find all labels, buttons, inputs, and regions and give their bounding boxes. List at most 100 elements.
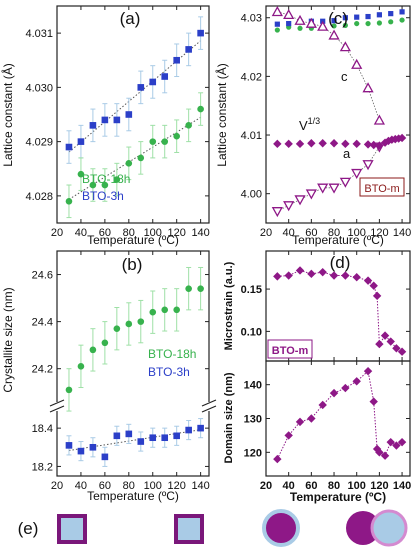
panel-a-bto-3h-fit-line — [68, 40, 201, 153]
panel-d-domain-point — [380, 451, 390, 460]
panel-d-domain-point — [352, 377, 361, 386]
panel-c-c-point — [317, 20, 329, 31]
panel-d-microstrain-point — [386, 337, 395, 346]
panel-c-bto3h-point — [376, 12, 382, 18]
panel-d-top-ytick-label: 0.15 — [241, 284, 262, 296]
xlabel-d: Temperature (ºC) — [290, 490, 386, 504]
panel-c-bto18h-point — [342, 22, 348, 28]
panel-b-bto3h-point — [149, 434, 157, 442]
panel-a-bto-3h-point — [185, 46, 192, 53]
panel-b-bto3h-point — [137, 438, 145, 445]
panel-c-bto18h-point — [365, 20, 371, 27]
panel-b-xtick-label: 140 — [191, 480, 209, 492]
panel-c-xtick-label: 120 — [370, 227, 388, 239]
panel-c-bto18h-point — [376, 20, 382, 26]
panel-c-guide-a — [277, 146, 380, 212]
panel-a-ytick-label: 4.029 — [25, 137, 53, 149]
panel-d-domain-point — [386, 437, 395, 447]
panel-label-e: (e) — [18, 519, 39, 538]
panel-d-bottom-xtick-label: 100 — [348, 480, 366, 492]
panel-b-upper-ytick-label: 24.6 — [32, 270, 53, 282]
panel-b-bto18h-point — [173, 306, 180, 314]
xlabel-a: Temperature (ºC) — [87, 233, 179, 247]
panel-c-v13-point — [397, 133, 407, 143]
panel-c-c-point — [328, 29, 340, 40]
panel-d-domain-point — [318, 400, 327, 410]
panel-b-lower-ytick-label: 18.4 — [32, 423, 53, 435]
panel-d-microstrain-point — [363, 276, 373, 285]
panel-a-xtick-label: 60 — [99, 227, 111, 239]
panel-b-bto3h-point — [113, 432, 121, 440]
panel-a-ytick-label: 4.031 — [25, 28, 53, 40]
panel-c-a-point — [271, 207, 283, 218]
panel-a-bto-3h-point — [125, 111, 133, 118]
square-grain-right — [174, 514, 204, 544]
core-shell-grain — [262, 509, 300, 547]
panel-b-bto3h-fit-line — [68, 429, 201, 452]
panel-a-bto-3h-point — [137, 84, 145, 91]
panel-c-xtick-label: 40 — [283, 227, 295, 239]
curve-label-v: V1/3 — [299, 116, 320, 133]
panel-a-bto-18h-point — [65, 198, 73, 205]
panel-label-c: (c) — [328, 9, 348, 28]
panel-a-xtick-label: 80 — [123, 227, 135, 239]
panel-a-bto-18h-point — [149, 138, 157, 145]
panel-c-bto3h-point — [388, 11, 394, 17]
panel-b-bto18h-point — [125, 320, 133, 328]
panel-c-c-point — [271, 6, 283, 17]
panel-b-bto3h-point — [197, 424, 204, 432]
panel-c-v13-point — [352, 139, 361, 149]
panel-a-xtick-label: 20 — [51, 227, 63, 239]
panel-c-a-point — [362, 160, 374, 171]
panel-b-bto3h-point — [65, 442, 73, 449]
panel-a-bto-18h-point — [113, 176, 121, 183]
legend-b-bto18h: BTO-18h — [148, 347, 196, 361]
panel-a-bto-3h-point — [149, 78, 157, 86]
solid-grain — [346, 511, 380, 545]
panel-c-bto3h-point — [342, 15, 348, 21]
panel-c-v13-point — [307, 139, 316, 148]
panel-c-a-point — [305, 189, 317, 200]
panel-c-c-point — [362, 82, 374, 93]
panel-d-microstrain-series-line — [277, 269, 403, 353]
panel-c-bto18h-point — [297, 25, 303, 31]
panel-c-c-point — [351, 58, 363, 69]
panel-d-microstrain-point — [295, 266, 305, 275]
panel-a-ytick-label: 4.028 — [25, 191, 53, 203]
curve-label-a: a — [343, 146, 351, 161]
panel-c-v13-point — [273, 139, 282, 149]
panel-b-bto18h-point — [197, 285, 204, 292]
axis-ticks — [56, 6, 410, 476]
panel-c-bto3h-point — [354, 14, 360, 20]
panel-a-bto-18h-point — [173, 132, 180, 140]
panel-d-microstrain-point — [329, 271, 339, 280]
panel-c-xtick-label: 140 — [393, 227, 411, 239]
panel-c-a-point — [339, 177, 351, 188]
panel-c-v13-point — [318, 139, 327, 148]
panel-b-bto3h-point — [161, 434, 169, 442]
panel-d-microstrain-point — [369, 281, 378, 290]
panel-d-microstrain-point — [341, 271, 350, 280]
panel-d-bottom-xtick-label: 80 — [328, 480, 340, 492]
legend-d-box — [267, 339, 313, 359]
panel-a-frame — [56, 5, 210, 224]
panel-b-bto18h-point — [149, 308, 157, 316]
panel-c-c-point — [339, 41, 351, 52]
panel-b-frame — [56, 250, 210, 477]
panel-a-bto-18h-point — [197, 105, 204, 113]
panel-a-bto-3h-point — [161, 73, 169, 80]
panel-b-bto3h-point — [173, 432, 180, 440]
panel-d-top-ytick-label: 0.10 — [241, 326, 262, 338]
legend-c-btom: BTO-m — [364, 183, 399, 195]
panel-c-bto18h-point — [354, 20, 360, 27]
panel-a-bto-18h-point — [161, 138, 169, 145]
panel-d-microstrain-point — [397, 347, 407, 356]
panel-d-domain-point — [392, 441, 401, 450]
panel-c-c-point — [373, 114, 385, 125]
panel-c-bto3h-point — [399, 9, 405, 15]
ylabel-c: Lattice constant (Å) — [214, 63, 229, 166]
panel-label-a: (a) — [120, 9, 141, 28]
panel-c-v13-point — [375, 141, 384, 150]
ylabel-b: Crystallite size (nm) — [1, 287, 15, 392]
panel-d-domain-series-line — [276, 370, 403, 460]
